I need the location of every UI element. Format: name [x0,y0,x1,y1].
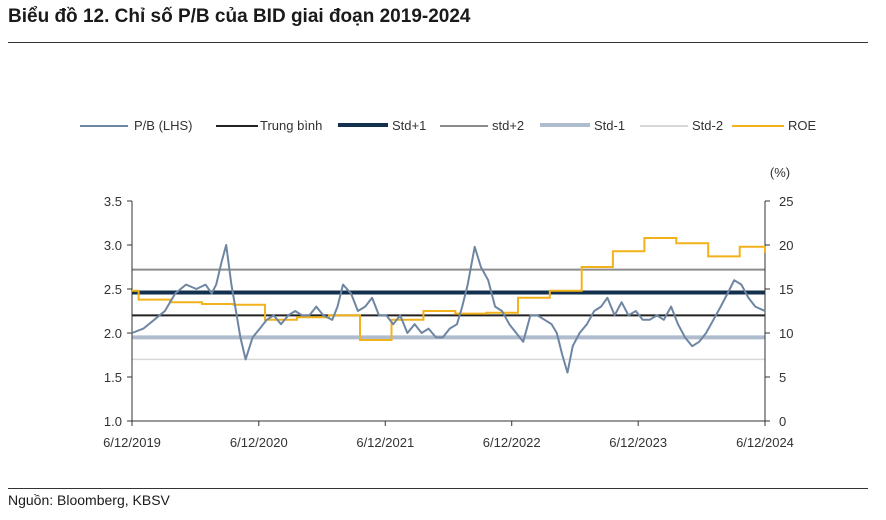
legend-label-std-plus1: Std+1 [392,118,427,133]
legend-swatch-pb [80,125,128,127]
roe-line [132,237,766,341]
left-tick-label: 1.0 [104,414,122,429]
x-tick-label: 6/12/2023 [609,435,667,450]
left-tick-label: 3.5 [104,194,122,209]
legend-swatch-std-plus1 [338,123,388,127]
legend-label-std-plus2: std+2 [492,118,525,133]
right-tick-label: 5 [779,370,786,385]
x-tick-label: 6/12/2020 [230,435,288,450]
right-tick-label: 10 [779,326,793,341]
legend-label-roe: ROE [788,118,817,133]
legend-swatch-std-minus2 [640,125,688,127]
chart-title: Biểu đồ 12. Chỉ số P/B của BID giai đoạn… [8,6,471,27]
axes: 1.0 1.5 2.0 2.5 3.0 3.5 0 5 10 15 20 25 6/12/2019 6/1… [103,194,794,450]
legend-label-mean: Trung bình [260,118,323,133]
legend-swatch-mean [216,125,258,127]
legend-swatch-roe [732,125,784,127]
left-tick-label: 2.0 [104,326,122,341]
right-axis-unit: (%) [770,165,790,180]
x-tick-label: 6/12/2019 [103,435,161,450]
legend-label-std-minus2: Std-2 [692,118,724,133]
footer-divider [8,488,868,489]
reference-lines [132,268,765,361]
left-tick-label: 3.0 [104,238,122,253]
legend-swatch-std-plus2 [440,125,488,127]
right-tick-label: 0 [779,414,786,429]
x-tick-label: 6/12/2022 [483,435,541,450]
right-tick-label: 25 [779,194,793,209]
right-tick-label: 20 [779,238,793,253]
legend-label-std-minus1: Std-1 [594,118,626,133]
pb-line [131,244,766,374]
left-tick-label: 1.5 [104,370,122,385]
x-tick-label: 6/12/2021 [356,435,414,450]
title-divider [8,42,868,43]
series [131,237,766,374]
source-note: Nguồn: Bloomberg, KBSV [8,492,170,508]
legend-swatch-std-minus1 [540,123,590,127]
x-tick-label: 6/12/2024 [736,435,794,450]
legend-label-pb: P/B (LHS) [134,118,193,133]
right-tick-label: 15 [779,282,793,297]
left-tick-label: 2.5 [104,282,122,297]
